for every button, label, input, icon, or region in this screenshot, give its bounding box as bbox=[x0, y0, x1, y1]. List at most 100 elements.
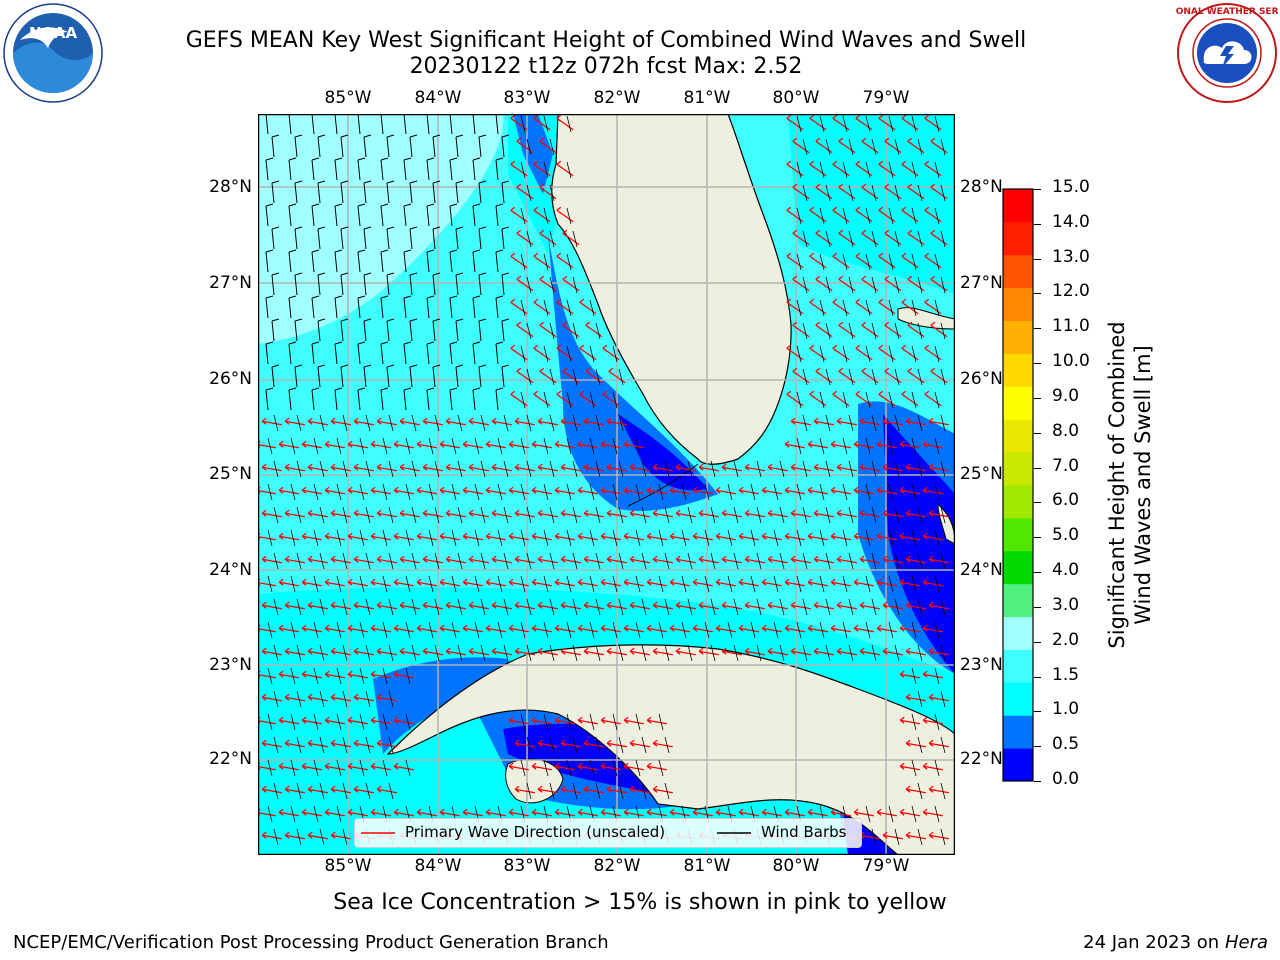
wind-barb-639 bbox=[595, 736, 601, 754]
wave-arrow-333 bbox=[399, 463, 420, 472]
wind-barb-27 bbox=[386, 134, 395, 158]
wave-arrow-392 bbox=[376, 509, 397, 518]
wave-arrow-344 bbox=[652, 463, 673, 472]
wind-barb-445 bbox=[911, 529, 917, 547]
wave-arrow-456 bbox=[468, 555, 489, 564]
wind-barb-315 bbox=[543, 437, 549, 455]
wave-arrow-54 bbox=[533, 160, 551, 177]
wind-barb-65 bbox=[317, 180, 326, 204]
wind-barb-329 bbox=[319, 460, 325, 478]
wave-arrow-612 bbox=[905, 693, 926, 702]
wind-barb-269 bbox=[543, 391, 549, 409]
wind-barb-358 bbox=[290, 483, 296, 501]
wave-arrow-228 bbox=[809, 344, 827, 361]
wind-barb-663 bbox=[319, 782, 325, 800]
wave-arrow-448 bbox=[284, 555, 305, 564]
wind-barb-48 bbox=[403, 157, 412, 181]
wave-arrow-203 bbox=[585, 321, 603, 338]
wave-arrow-578 bbox=[514, 647, 535, 656]
wave-arrow-688 bbox=[531, 808, 552, 817]
wind-barb-479 bbox=[313, 575, 319, 593]
wave-arrow-527 bbox=[721, 601, 742, 610]
wind-barb-22 bbox=[271, 134, 280, 158]
colorbar-tick-15: 13.0 bbox=[1052, 246, 1090, 267]
wave-arrow-400 bbox=[560, 509, 581, 518]
wave-arrow-459 bbox=[537, 555, 558, 564]
wind-barb-592 bbox=[848, 644, 854, 662]
wind-barb-287 bbox=[434, 414, 440, 432]
wave-arrow-644 bbox=[928, 739, 949, 748]
wind-barb-666 bbox=[388, 782, 394, 800]
wave-arrow-307 bbox=[347, 440, 368, 449]
wave-arrow-552 bbox=[600, 624, 621, 633]
legend-swatch-wave-direction bbox=[361, 832, 395, 834]
wave-arrow-635 bbox=[376, 739, 397, 748]
wave-arrow-310 bbox=[416, 440, 437, 449]
wind-barb-481 bbox=[359, 575, 365, 593]
wave-arrow-94 bbox=[510, 206, 528, 223]
footer-left: NCEP/EMC/Verification Post Processing Pr… bbox=[13, 932, 609, 953]
lon-label-bottom-82w: 82°W bbox=[593, 856, 641, 876]
wind-barb-440 bbox=[796, 529, 802, 547]
wind-barb-235 bbox=[294, 364, 303, 388]
wave-arrow-648 bbox=[324, 762, 345, 771]
wave-arrow-16 bbox=[809, 114, 827, 131]
wave-arrow-379 bbox=[761, 486, 782, 495]
wave-arrow-572 bbox=[376, 647, 397, 656]
wave-arrow-295 bbox=[606, 417, 627, 426]
wind-barb-448 bbox=[296, 552, 302, 570]
wave-height-0.5-1-north bbox=[513, 114, 553, 194]
wave-arrow-536 bbox=[928, 601, 949, 610]
wind-barb-16 bbox=[819, 115, 825, 133]
wave-arrow-701 bbox=[830, 808, 851, 817]
wave-arrow-269 bbox=[533, 390, 551, 407]
wave-arrow-622 bbox=[531, 716, 552, 725]
wind-barb-398 bbox=[526, 506, 532, 524]
wave-arrow-427 bbox=[485, 532, 506, 541]
wave-arrow-505 bbox=[899, 578, 920, 587]
wind-barb-539 bbox=[313, 621, 319, 639]
wind-barb-362 bbox=[382, 483, 388, 501]
wind-barb-435 bbox=[681, 529, 687, 547]
wind-barb-511 bbox=[365, 598, 371, 616]
wave-arrow-311 bbox=[439, 440, 460, 449]
colorbar-tick-2: 1.0 bbox=[1052, 699, 1080, 720]
wind-barb-582 bbox=[618, 644, 624, 662]
wave-arrow-373 bbox=[623, 486, 644, 495]
wind-barb-240 bbox=[409, 364, 418, 388]
wave-arrow-440 bbox=[784, 532, 805, 541]
colorbar-tick-mark-16 bbox=[1034, 223, 1041, 225]
wave-arrow-514 bbox=[422, 601, 443, 610]
wave-arrow-689 bbox=[554, 808, 575, 817]
wind-barb-253 bbox=[871, 368, 877, 386]
wave-arrow-559 bbox=[761, 624, 782, 633]
wind-barb-275 bbox=[842, 391, 848, 409]
wave-arrow-579 bbox=[537, 647, 558, 656]
wind-barb-115 bbox=[526, 230, 532, 248]
wave-arrow-341 bbox=[583, 463, 604, 472]
wave-arrow-524 bbox=[652, 601, 673, 610]
wind-barb-414 bbox=[894, 506, 900, 524]
wave-arrow-136 bbox=[510, 252, 528, 269]
wave-arrow-338 bbox=[514, 463, 535, 472]
wind-barb-557 bbox=[727, 621, 733, 639]
colorbar-segment-9 bbox=[1003, 452, 1033, 486]
wind-barb-667 bbox=[526, 782, 532, 800]
wind-barb-459 bbox=[549, 552, 555, 570]
wave-arrow-706 bbox=[261, 831, 282, 840]
wind-barb-117 bbox=[572, 230, 578, 248]
wave-arrow-450 bbox=[330, 555, 351, 564]
wave-arrow-245 bbox=[516, 367, 534, 384]
wave-arrow-646 bbox=[278, 762, 299, 771]
wind-barb-343 bbox=[641, 460, 647, 478]
wind-barb-50 bbox=[449, 157, 458, 181]
wave-arrow-76 bbox=[792, 183, 810, 200]
wind-barb-229 bbox=[842, 345, 848, 363]
wind-barb-491 bbox=[589, 575, 595, 593]
wind-barb-147 bbox=[294, 272, 303, 296]
wind-barb-606 bbox=[273, 690, 279, 708]
colorbar-segment-12 bbox=[1003, 353, 1033, 387]
wave-arrow-368 bbox=[508, 486, 529, 495]
lat-label-left-22n: 22°N bbox=[209, 749, 252, 769]
wind-barb-121 bbox=[871, 230, 877, 248]
